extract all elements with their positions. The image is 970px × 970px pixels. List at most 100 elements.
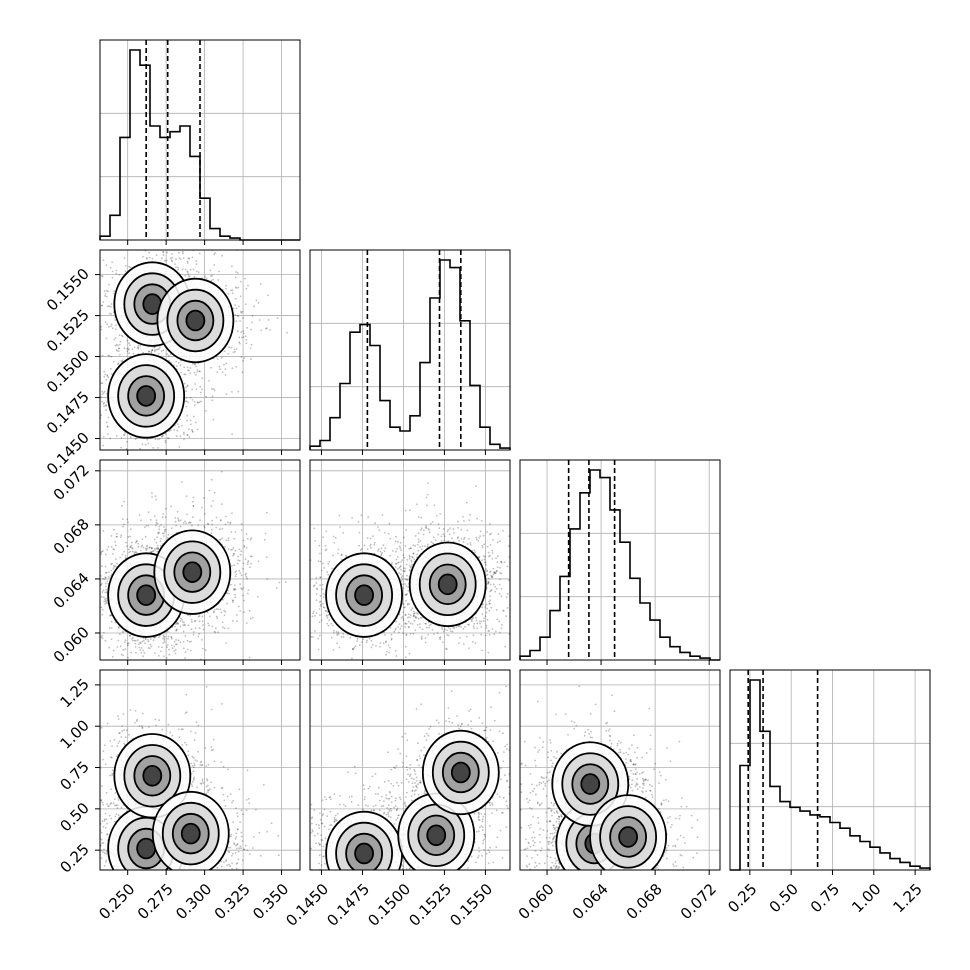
sample-point (191, 428, 193, 431)
sample-point (186, 419, 188, 422)
sample-point (122, 433, 125, 436)
sample-point (189, 423, 192, 426)
sample-point (117, 626, 120, 628)
sample-point (267, 294, 269, 297)
sample-point (185, 522, 188, 524)
sample-point (226, 592, 228, 595)
sample-point (154, 667, 156, 669)
panel-frame (99, 249, 301, 451)
sample-point (377, 550, 379, 552)
sample-point (356, 637, 359, 640)
sample-point (113, 548, 116, 551)
sample-point (358, 544, 360, 547)
sample-point (155, 254, 158, 257)
sample-point (349, 636, 352, 639)
sample-point (141, 538, 144, 541)
sample-point (307, 560, 309, 562)
sample-point (242, 359, 245, 362)
sample-point (216, 358, 219, 360)
sample-point (93, 377, 95, 379)
sample-point (215, 608, 218, 610)
sample-point (101, 393, 103, 396)
sample-point (157, 548, 160, 551)
sample-point (121, 630, 124, 633)
sample-point (337, 548, 340, 551)
sample-point (162, 254, 165, 257)
sample-point (106, 580, 109, 583)
sample-point (159, 346, 161, 348)
sample-point (400, 549, 402, 552)
sample-point (151, 452, 153, 454)
sample-point (157, 532, 160, 535)
sample-point (93, 386, 95, 388)
sample-point (182, 257, 185, 259)
sample-point (86, 366, 88, 368)
sample-point (251, 314, 254, 317)
sample-point (134, 639, 137, 642)
sample-point (115, 272, 118, 275)
sample-point (96, 605, 98, 607)
sample-point (312, 636, 314, 638)
sample-point (151, 349, 154, 352)
sample-point (166, 646, 168, 648)
sample-point (389, 537, 392, 540)
sample-point (210, 532, 213, 534)
sample-point (305, 542, 307, 544)
sample-point (324, 545, 327, 547)
sample-point (104, 293, 107, 295)
sample-point (135, 551, 138, 554)
sample-point (320, 619, 323, 622)
sample-point (110, 313, 113, 315)
sample-point (157, 546, 159, 549)
sample-point (249, 566, 251, 569)
sample-point (391, 562, 393, 564)
sample-point (156, 550, 159, 553)
sample-point (191, 524, 193, 527)
sample-point (103, 375, 106, 378)
sample-point (189, 521, 192, 524)
sample-point (182, 522, 185, 524)
sample-point (221, 537, 224, 540)
sample-point (152, 453, 154, 455)
sample-point (430, 522, 432, 525)
sample-point (279, 604, 281, 606)
sample-point (198, 633, 201, 635)
sample-point (143, 652, 146, 654)
sample-point (312, 585, 315, 588)
sample-point (94, 335, 96, 337)
sample-point (231, 391, 233, 393)
sample-point (185, 400, 188, 403)
sample-point (111, 261, 114, 264)
sample-point (452, 626, 455, 629)
sample-point (179, 620, 182, 622)
sample-point (245, 622, 248, 624)
sample-point (395, 655, 398, 657)
sample-point (75, 299, 77, 301)
sample-point (237, 559, 240, 562)
sample-point (330, 622, 333, 625)
sample-point (383, 550, 386, 552)
sample-point (140, 545, 143, 548)
sample-point (155, 521, 158, 524)
sample-point (173, 645, 176, 648)
sample-point (193, 401, 196, 403)
sample-point (407, 625, 410, 628)
sample-point (247, 589, 250, 591)
sample-point (365, 641, 368, 644)
sample-point (100, 636, 103, 639)
sample-point (238, 559, 241, 562)
sample-point (101, 400, 103, 403)
sample-point (151, 349, 154, 351)
sample-point (171, 464, 173, 466)
sample-point (139, 649, 142, 651)
sample-point (163, 529, 166, 531)
sample-point (91, 611, 93, 613)
sample-point (220, 357, 223, 359)
sample-point (286, 331, 288, 334)
sample-point (284, 581, 287, 583)
sample-point (129, 266, 132, 269)
sample-point (84, 336, 86, 338)
sample-point (132, 233, 134, 235)
sample-point (213, 609, 216, 611)
sample-point (197, 675, 199, 677)
